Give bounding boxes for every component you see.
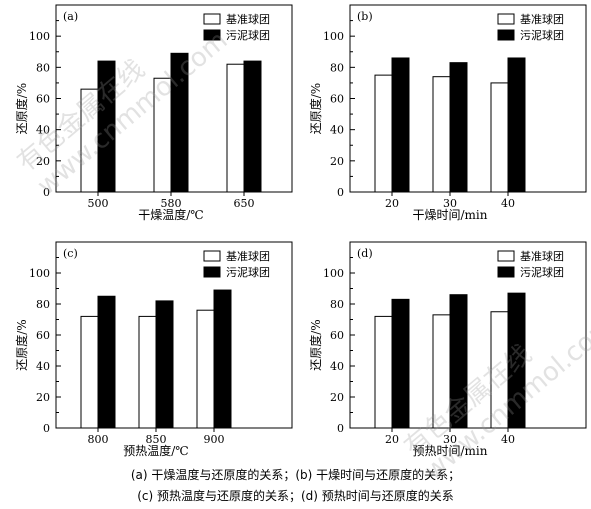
bar-baseline [432, 76, 451, 193]
bar-baseline [490, 82, 509, 193]
figure-caption-line-2: (c) 预热温度与还原度的关系；(d) 预热时间与还原度的关系 [137, 489, 454, 503]
bar-baseline [374, 74, 393, 193]
bar-baseline [226, 63, 245, 193]
bar-baseline [80, 88, 99, 193]
y-axis-label: 还原度/% [14, 319, 29, 370]
legend-swatch-sludge [497, 29, 515, 41]
y-axis-label: 还原度/% [14, 83, 29, 134]
y-tick-label: 20 [330, 391, 344, 404]
x-tick-label: 800 [88, 433, 109, 446]
y-tick-label: 80 [330, 298, 344, 311]
y-tick-label: 80 [36, 61, 50, 74]
y-tick-label: 60 [36, 93, 50, 106]
panel-label: (d) [357, 247, 373, 260]
x-tick-label: 30 [443, 433, 457, 446]
legend-swatch-baseline [497, 250, 515, 262]
y-tick-label: 100 [29, 30, 50, 43]
x-axis-label: 干燥温度/℃ [138, 207, 203, 222]
bar-sludge [391, 298, 410, 429]
y-tick-label: 0 [337, 422, 344, 435]
figure-caption-line-1: (a) 干燥温度与还原度的关系；(b) 干燥时间与还原度的关系； [130, 468, 461, 482]
x-tick-label: 500 [88, 197, 109, 210]
x-tick-label: 40 [501, 433, 515, 446]
y-tick-label: 60 [330, 93, 344, 106]
bar-baseline [196, 309, 215, 429]
bar-sludge [155, 300, 174, 429]
bar-baseline [490, 311, 509, 429]
legend-swatch-sludge [203, 266, 221, 278]
legend-swatch-baseline [203, 250, 221, 262]
legend-label-sludge: 污泥球团 [520, 265, 564, 279]
chart-panel-2: 0 20 40 60 80 100 (b) 还原度/% 20 30 40 干燥时间/min 基准球团污泥… [308, 4, 587, 222]
x-tick-label: 20 [385, 433, 399, 446]
legend-label-baseline: 基准球团 [520, 12, 564, 26]
chart-panel-3: 0 20 40 60 80 100 (c) 还原度/% 800 850 900 预热温度/℃ 基准球团污… [14, 241, 293, 458]
y-tick-label: 20 [36, 391, 50, 404]
bar-sludge [97, 295, 116, 429]
legend-swatch-sludge [203, 29, 221, 41]
y-tick-label: 100 [323, 30, 344, 43]
legend-swatch-baseline [203, 13, 221, 25]
bar-sludge [507, 292, 526, 429]
bar-sludge [97, 60, 116, 193]
y-tick-label: 80 [36, 298, 50, 311]
bar-sludge [449, 62, 468, 193]
y-tick-label: 20 [36, 155, 50, 168]
panel-label: (a) [63, 10, 78, 23]
bar-sludge [391, 57, 410, 193]
x-axis-label: 预热温度/℃ [123, 443, 188, 458]
bar-baseline [153, 77, 172, 193]
legend-swatch-sludge [497, 266, 515, 278]
legend-label-baseline: 基准球团 [226, 249, 270, 263]
x-tick-label: 40 [501, 197, 515, 210]
y-axis-label: 还原度/% [308, 319, 323, 370]
bar-baseline [432, 314, 451, 429]
y-tick-label: 0 [337, 186, 344, 199]
bar-sludge [507, 57, 526, 193]
y-tick-label: 100 [323, 267, 344, 280]
y-tick-label: 100 [29, 267, 50, 280]
panel-label: (b) [357, 10, 373, 23]
bar-baseline [374, 315, 393, 429]
legend-label-baseline: 基准球团 [520, 249, 564, 263]
legend-label-sludge: 污泥球团 [226, 28, 270, 42]
chart-panel-4: 0 20 40 60 80 100 (d) 还原度/% 20 30 40 预热时间/min 基准球团污泥… [308, 241, 587, 458]
bar-baseline [138, 315, 157, 429]
panel-label: (c) [63, 247, 78, 260]
y-tick-label: 40 [330, 360, 344, 373]
x-tick-label: 580 [161, 197, 182, 210]
y-tick-label: 0 [43, 186, 50, 199]
legend-label-sludge: 污泥球团 [226, 265, 270, 279]
legend-label-sludge: 污泥球团 [520, 28, 564, 42]
chart-panel-1: 0 20 40 60 80 100 (a) 还原度/% 500 580 650 干燥温度/℃ 基准球团污… [14, 4, 293, 222]
y-tick-label: 40 [36, 360, 50, 373]
legend-label-baseline: 基准球团 [226, 12, 270, 26]
x-tick-label: 20 [385, 197, 399, 210]
x-tick-label: 30 [443, 197, 457, 210]
legend-swatch-baseline [497, 13, 515, 25]
x-tick-label: 850 [146, 433, 167, 446]
bar-sludge [449, 294, 468, 429]
x-axis-label: 预热时间/min [413, 444, 488, 458]
bar-sludge [170, 52, 189, 193]
y-axis-label: 还原度/% [308, 83, 323, 134]
y-tick-label: 20 [330, 155, 344, 168]
y-tick-label: 40 [36, 124, 50, 137]
bar-sludge [243, 60, 262, 193]
y-tick-label: 60 [36, 329, 50, 342]
y-tick-label: 60 [330, 329, 344, 342]
y-tick-label: 80 [330, 61, 344, 74]
y-tick-label: 40 [330, 124, 344, 137]
x-tick-label: 650 [234, 197, 255, 210]
y-tick-label: 0 [43, 422, 50, 435]
x-axis-label: 干燥时间/min [413, 208, 488, 222]
bar-baseline [80, 315, 99, 429]
bar-sludge [213, 289, 232, 429]
x-tick-label: 900 [204, 433, 225, 446]
